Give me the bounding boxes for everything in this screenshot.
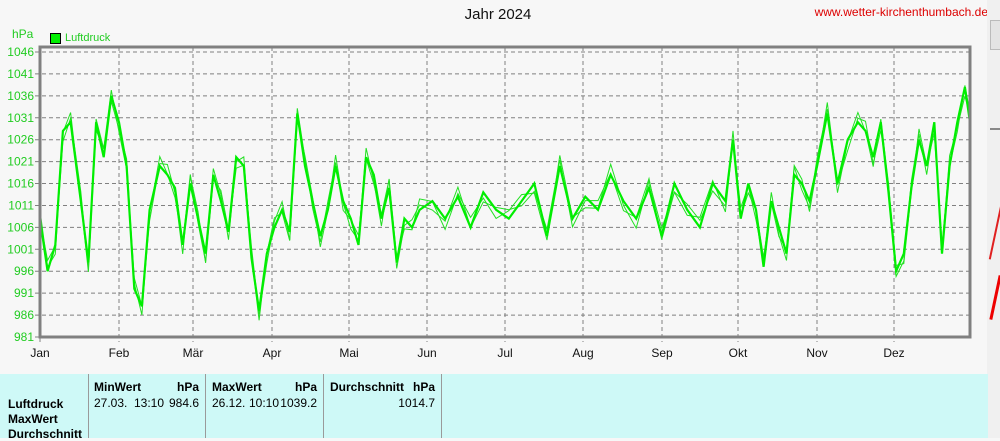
min-column: MinWert hPa 27.03. 13:10 984.6	[89, 374, 206, 438]
svg-text:Dez: Dez	[883, 346, 904, 360]
x-axis-labels: Jan Feb Mär Apr Mai Jun Jul Aug Sep Okt Nov Dez	[30, 346, 904, 360]
y-axis-labels: 1046 1041 1036 1031 1026 1021 1016 1011 1006 1001…	[7, 45, 34, 344]
pressure-chart: 1046 1041 1036 1031 1026 1021 1016 1011 1006 1001…	[7, 45, 972, 360]
row-labels-column: Luftdruck MaxWert Durchschnitt	[0, 374, 89, 441]
row-label-maxwert: MaxWert	[8, 412, 58, 426]
svg-text:Mär: Mär	[183, 346, 204, 360]
svg-text:Jun: Jun	[417, 346, 436, 360]
svg-text:1016: 1016	[7, 177, 34, 191]
svg-text:1031: 1031	[7, 111, 34, 125]
min-unit: hPa	[176, 380, 199, 394]
divider	[990, 128, 1000, 130]
svg-text:1041: 1041	[7, 67, 34, 81]
row-label-luftdruck: Luftdruck	[8, 397, 64, 411]
svg-text:Apr: Apr	[263, 346, 282, 360]
svg-text:Jan: Jan	[30, 346, 49, 360]
plot-border	[38, 45, 972, 339]
svg-text:Aug: Aug	[572, 346, 593, 360]
avg-unit: hPa	[412, 380, 435, 394]
avg-value: 1014.7	[398, 396, 435, 410]
max-time: 10:10	[249, 396, 280, 410]
svg-text:986: 986	[14, 308, 34, 322]
min-header: MinWert	[94, 380, 142, 394]
svg-text:1006: 1006	[7, 220, 34, 234]
website-link[interactable]: www.wetter-kirchenthumbach.de	[814, 5, 988, 19]
svg-text:1046: 1046	[7, 45, 34, 59]
min-value: 984.6	[168, 396, 199, 410]
next-chart-preview-2	[989, 275, 1000, 320]
avg-column: Durchschnitt hPa 1014.7	[324, 374, 442, 438]
svg-text:991: 991	[14, 286, 34, 300]
min-date: 27.03.	[94, 396, 128, 410]
svg-text:1026: 1026	[7, 133, 34, 147]
y-axis-unit: hPa	[12, 27, 34, 41]
svg-text:996: 996	[14, 264, 34, 278]
svg-text:1011: 1011	[8, 198, 34, 212]
side-scroll-strip	[987, 0, 1000, 438]
svg-text:Mai: Mai	[339, 346, 358, 360]
chart-title: Jahr 2024	[464, 6, 532, 23]
max-unit: hPa	[294, 380, 317, 394]
avg-header: Durchschnitt	[330, 380, 405, 394]
legend-swatch	[50, 32, 61, 44]
svg-text:Feb: Feb	[109, 346, 130, 360]
max-value: 1039.2	[280, 396, 317, 410]
stats-table: Luftdruck MaxWert Durchschnitt MinWert h…	[0, 374, 988, 441]
next-chart-preview	[988, 200, 1000, 260]
max-date: 26.12.	[212, 396, 246, 410]
svg-text:1001: 1001	[7, 242, 34, 256]
svg-text:1036: 1036	[7, 89, 34, 103]
pressure-line	[38, 86, 972, 311]
svg-text:Sep: Sep	[651, 346, 673, 360]
row-label-durchschnitt: Durchschnitt	[8, 427, 83, 441]
svg-text:1021: 1021	[7, 155, 34, 169]
min-time: 13:10	[134, 396, 165, 410]
scrollbar-thumb[interactable]	[990, 20, 1000, 50]
max-column: MaxWert hPa 26.12. 10:10 1039.2	[206, 374, 324, 438]
svg-text:Okt: Okt	[729, 346, 748, 360]
max-header: MaxWert	[212, 380, 262, 394]
svg-text:Jul: Jul	[497, 346, 512, 360]
svg-text:981: 981	[14, 330, 34, 344]
legend-label: Luftdruck	[65, 32, 111, 44]
legend: Luftdruck	[50, 32, 110, 44]
svg-text:Nov: Nov	[806, 346, 827, 360]
